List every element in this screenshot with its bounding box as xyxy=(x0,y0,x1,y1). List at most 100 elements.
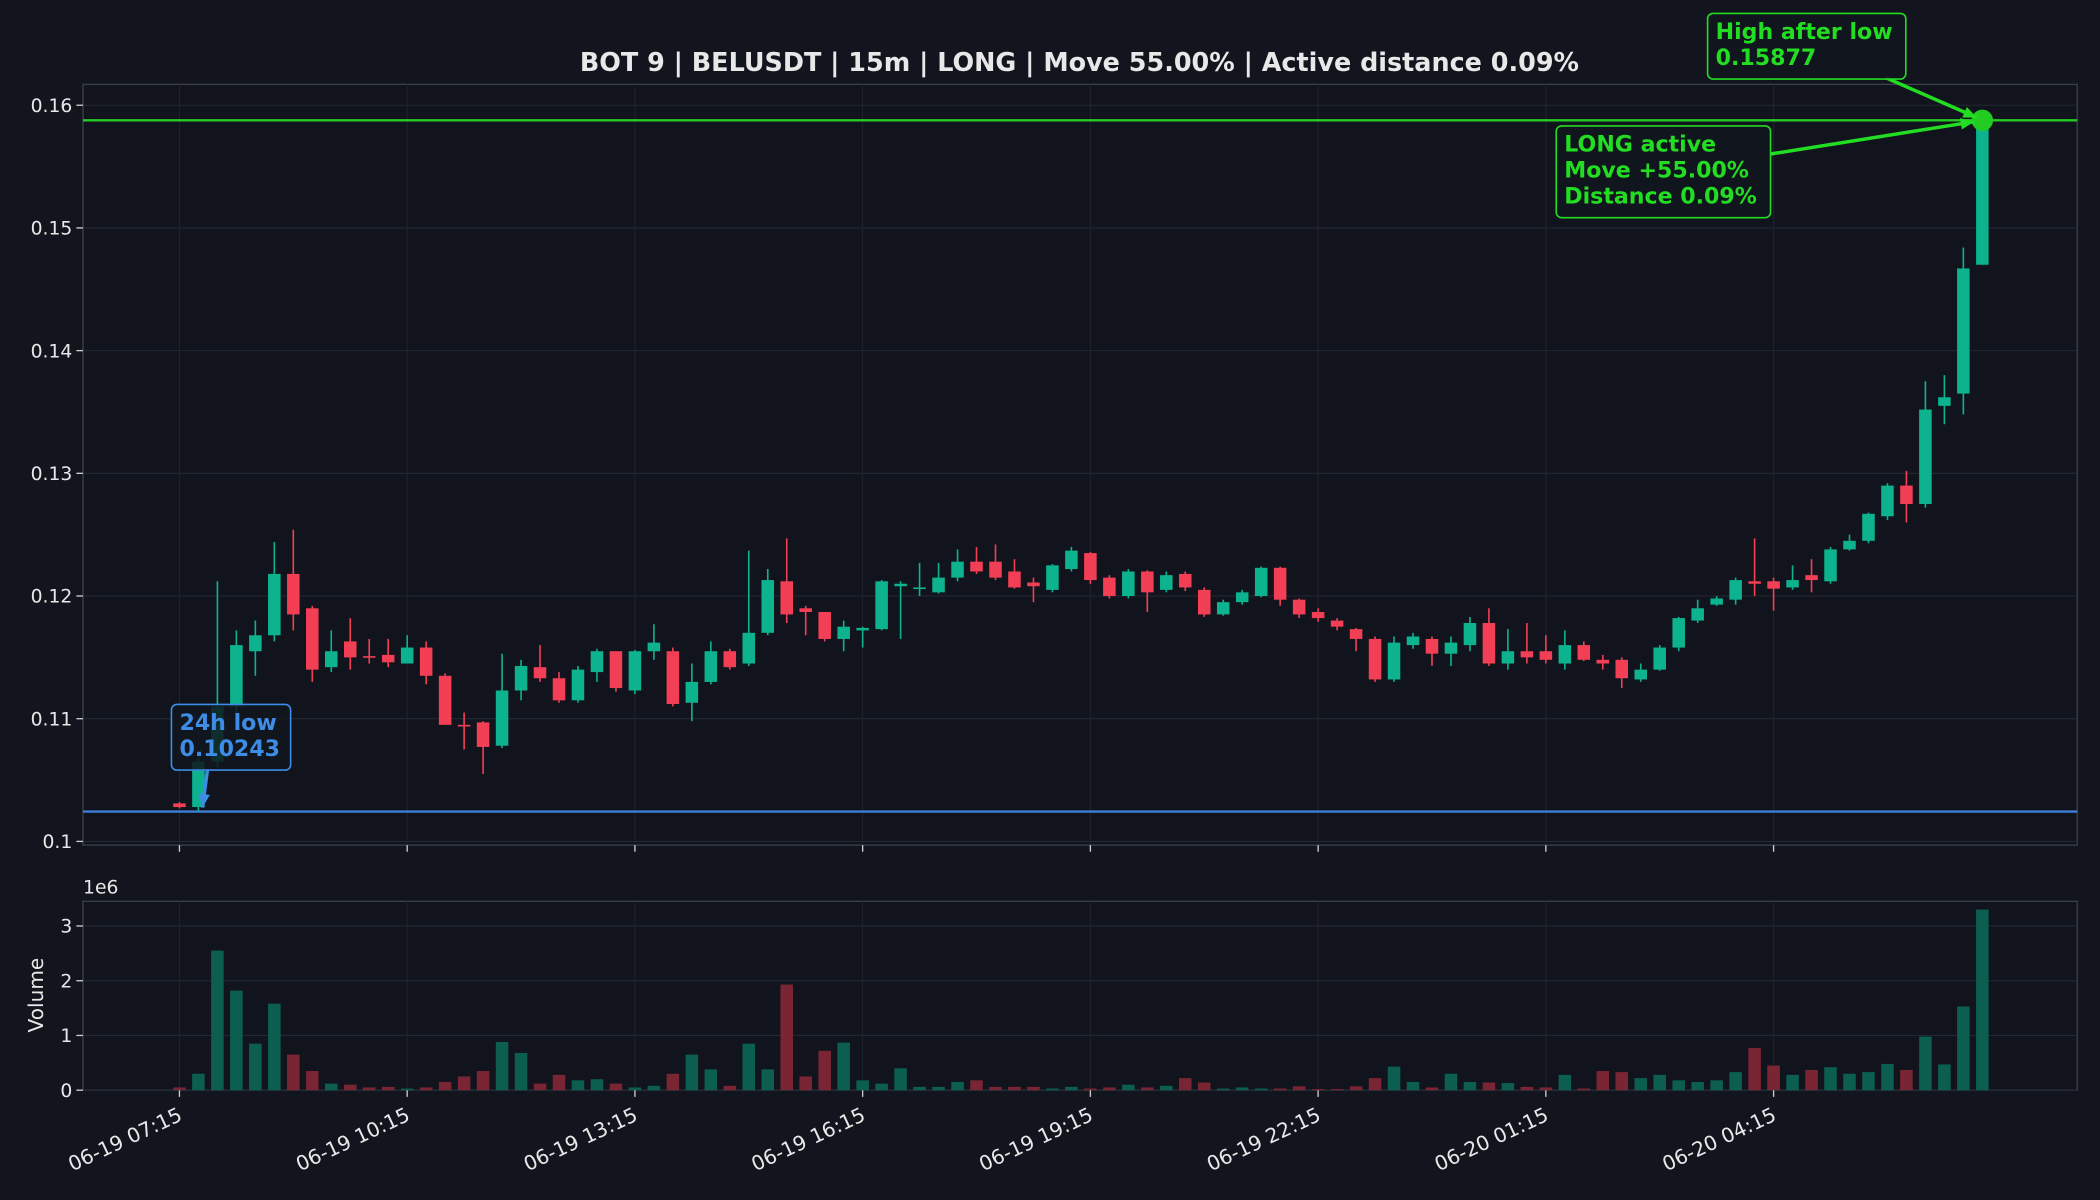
candle-body xyxy=(666,651,680,704)
high-marker xyxy=(1971,109,1994,132)
candle-body xyxy=(381,654,395,663)
volume-bar xyxy=(628,1087,642,1091)
candle-body xyxy=(628,651,642,691)
volume-bar xyxy=(1672,1080,1685,1091)
y-tick-label: 0.12 xyxy=(31,587,73,608)
volume-bar xyxy=(325,1083,338,1091)
candle-body xyxy=(1919,409,1932,504)
volume-bar xyxy=(761,1069,775,1091)
volume-bar xyxy=(1008,1086,1021,1091)
volume-bar xyxy=(590,1079,604,1091)
y-tick-label: 0.13 xyxy=(31,464,73,485)
volume-bar xyxy=(951,1081,964,1091)
volume-bar xyxy=(932,1086,945,1091)
volume-bar xyxy=(1349,1086,1363,1091)
volume-bar xyxy=(913,1086,926,1091)
candle-body xyxy=(590,651,604,673)
volume-bar xyxy=(1216,1088,1230,1091)
candle-body xyxy=(400,647,414,664)
volume-bar xyxy=(1653,1074,1666,1091)
volume-bar xyxy=(989,1086,1002,1091)
volume-bar xyxy=(856,1080,869,1091)
volume-axes xyxy=(82,900,2078,1091)
volume-bar xyxy=(1444,1073,1458,1091)
volume-bar xyxy=(666,1073,680,1091)
candle-body xyxy=(1786,580,1799,588)
y-tick-label: 3 xyxy=(60,917,72,938)
candle-body xyxy=(1084,553,1097,581)
candle-body xyxy=(894,583,907,587)
volume-bar xyxy=(1368,1078,1382,1091)
volume-bar xyxy=(742,1043,756,1091)
volume-bar xyxy=(1558,1074,1572,1091)
annotation-text: LONG active xyxy=(1564,131,1716,157)
volume-bar xyxy=(875,1083,888,1091)
volume-bar xyxy=(268,1003,281,1091)
candle-body xyxy=(1539,651,1553,660)
candle-body xyxy=(495,690,509,746)
candle-body xyxy=(1862,513,1875,541)
volume-bar xyxy=(1254,1088,1268,1091)
candle-body xyxy=(1235,592,1249,603)
candle-body xyxy=(1387,642,1401,680)
volume-bar xyxy=(173,1087,186,1091)
candle-body xyxy=(306,608,319,670)
candle-body xyxy=(1254,567,1268,597)
volume-bar xyxy=(457,1076,471,1091)
annotation-text: 0.15877 xyxy=(1716,45,1817,71)
volume-bar xyxy=(1976,909,1989,1091)
candle-body xyxy=(571,669,585,701)
volume-bar xyxy=(1482,1082,1496,1091)
volume-bar xyxy=(287,1054,300,1091)
candle-body xyxy=(1938,397,1951,406)
volume-bar xyxy=(1406,1081,1420,1091)
candle-body xyxy=(761,580,775,633)
y-tick-label: 0.1 xyxy=(42,832,72,853)
annotation-text: 0.10243 xyxy=(179,736,280,762)
volume-bar xyxy=(1824,1067,1837,1091)
volume-bar xyxy=(1046,1088,1059,1091)
candle-body xyxy=(1729,580,1742,600)
volume-bar xyxy=(552,1074,566,1091)
volume-bar xyxy=(362,1087,376,1091)
volume-bar xyxy=(1539,1087,1553,1091)
arrow-head xyxy=(1962,106,1977,118)
volume-bar xyxy=(1634,1078,1648,1091)
candle-body xyxy=(1103,577,1116,597)
volume-bar xyxy=(818,1050,831,1091)
candle-body xyxy=(1122,571,1135,597)
volume-bar xyxy=(647,1085,661,1091)
annotation-box xyxy=(1706,12,1907,80)
candle-body xyxy=(1824,549,1837,582)
volume-bar xyxy=(1141,1087,1154,1091)
candle-body xyxy=(362,656,376,658)
candle-body xyxy=(1596,659,1610,664)
candle-body xyxy=(1482,623,1496,664)
candle-body xyxy=(1216,602,1230,615)
volume-bar xyxy=(343,1084,357,1091)
candle-body xyxy=(1881,485,1894,517)
annotation-arrow xyxy=(1770,119,1975,156)
candle-body xyxy=(1767,581,1780,589)
y-tick-label: 1 xyxy=(60,1026,72,1047)
candle-body xyxy=(287,573,300,615)
volume-bar xyxy=(609,1083,623,1091)
volume-bar xyxy=(1805,1069,1818,1091)
arrow-head xyxy=(198,793,210,808)
volume-bar xyxy=(1065,1086,1078,1091)
candle-body xyxy=(173,803,186,808)
candle-body xyxy=(1672,618,1685,648)
volume-bar xyxy=(230,990,243,1091)
volume-bar xyxy=(1103,1087,1116,1091)
candle-body xyxy=(343,641,357,658)
volume-bar xyxy=(419,1087,433,1091)
candle-body xyxy=(1027,582,1040,587)
candle-body xyxy=(1520,651,1534,658)
volume-bar xyxy=(1311,1089,1325,1091)
volume-bar xyxy=(1957,1006,1970,1091)
candle-body xyxy=(1843,540,1856,550)
candle-body xyxy=(1008,571,1021,588)
volume-bar xyxy=(1729,1072,1742,1091)
candle-body xyxy=(1046,565,1059,590)
